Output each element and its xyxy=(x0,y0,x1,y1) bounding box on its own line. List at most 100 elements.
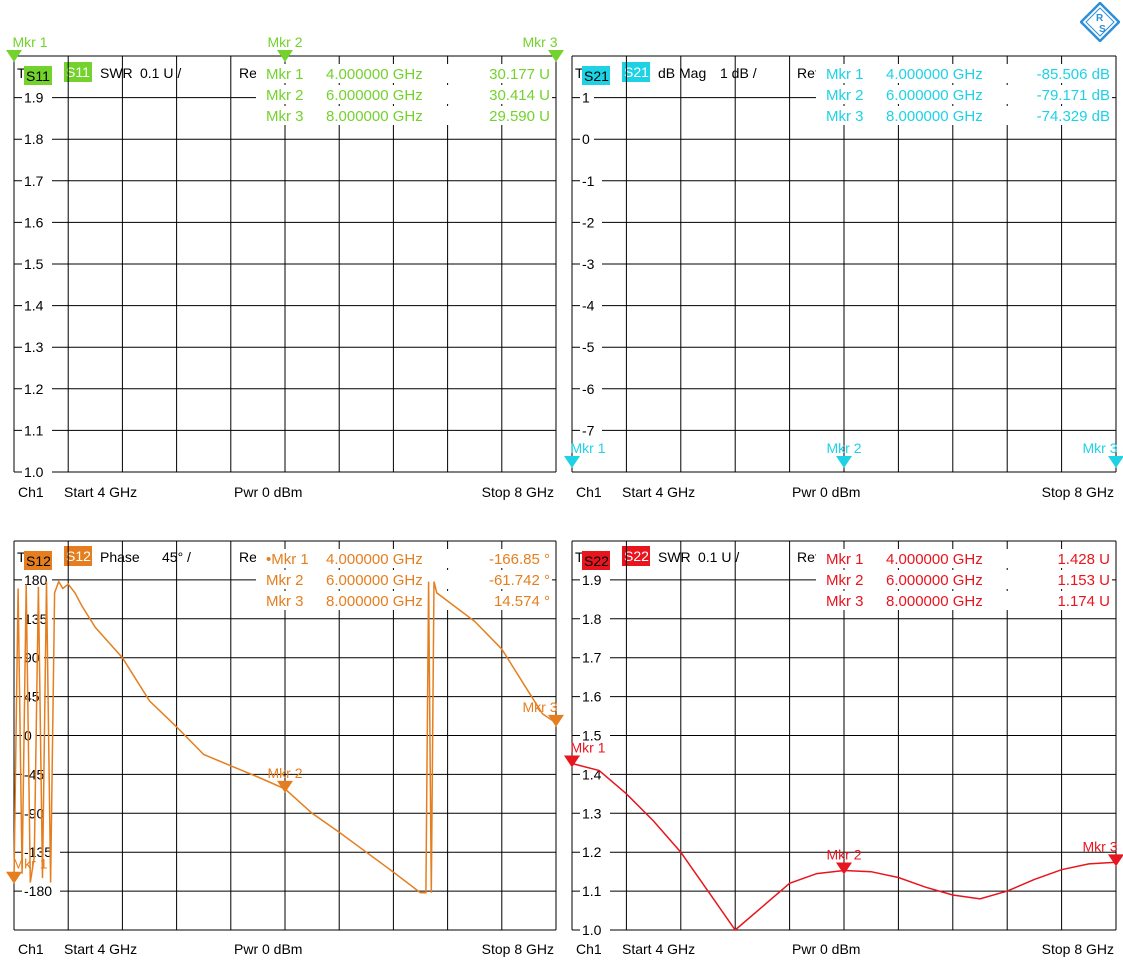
ytick-bg xyxy=(580,610,610,627)
marker-triangle-icon xyxy=(6,871,22,884)
marker-readout-bg xyxy=(256,85,552,104)
ytick-bg xyxy=(22,883,60,900)
marker-flag-label: Mkr 2 xyxy=(268,34,303,50)
marker-name: •Mkr 1 xyxy=(266,551,309,568)
param-label: S21 xyxy=(624,64,649,80)
ytick-label: -1 xyxy=(582,173,595,189)
ytick-label: 1.0 xyxy=(24,464,44,480)
ytick-label: 0 xyxy=(582,131,590,147)
footer-channel: Ch1 xyxy=(18,484,44,500)
ytick-label: 1.9 xyxy=(582,572,602,588)
param-label: S22 xyxy=(624,548,649,564)
marker-name: Mkr 1 xyxy=(826,66,864,83)
ytick-bg xyxy=(580,649,610,666)
footer-power: Pwr 0 dBm xyxy=(792,941,860,957)
marker-value: -85.506 dB xyxy=(1037,66,1110,83)
marker-name: Mkr 3 xyxy=(826,593,864,610)
param-box-label: S21 xyxy=(584,68,609,84)
marker-value: 29.590 U xyxy=(489,108,550,125)
marker-readout-bg xyxy=(256,106,552,125)
ytick-label: -135 xyxy=(24,844,52,860)
ytick-bg xyxy=(22,297,52,314)
ytick-bg xyxy=(22,89,52,106)
marker-triangle-icon xyxy=(1108,456,1123,468)
marker-name: Mkr 3 xyxy=(266,593,304,610)
ytick-bg xyxy=(22,339,52,356)
chart-panel-4: Trc4S22SWR0.1 U /Ref 1 UCal41.91.81.71.6… xyxy=(564,540,1123,957)
format-label: SWR xyxy=(100,65,133,81)
marker-frequency: 6.000000 GHz xyxy=(886,572,983,589)
marker-triangle-icon xyxy=(836,456,852,468)
marker-frequency: 4.000000 GHz xyxy=(886,551,983,568)
param-badge xyxy=(64,62,92,82)
marker-flag-label: Mkr 2 xyxy=(268,765,303,781)
param-box xyxy=(24,66,52,85)
marker-triangle-icon xyxy=(277,780,293,793)
ytick-label: -3 xyxy=(582,256,595,272)
ytick-label: 1.2 xyxy=(24,381,44,397)
ytick-label: 1.3 xyxy=(582,805,602,821)
svg-text:S: S xyxy=(1099,24,1106,35)
param-box xyxy=(24,551,52,570)
param-box xyxy=(582,66,610,85)
marker-name: Mkr 2 xyxy=(266,87,304,104)
ytick-bg xyxy=(580,688,610,705)
marker-triangle-icon xyxy=(548,50,564,62)
ytick-bg xyxy=(22,172,52,189)
trace-line xyxy=(13,579,557,894)
ytick-bg xyxy=(580,805,610,822)
marker-value: -74.329 dB xyxy=(1037,108,1110,125)
marker-name: Mkr 1 xyxy=(266,66,304,83)
ytick-label: 1.3 xyxy=(24,339,44,355)
scale-label: 1 dB / xyxy=(720,65,757,81)
marker-frequency: 6.000000 GHz xyxy=(326,572,423,589)
footer-start: Start 4 GHz xyxy=(622,484,695,500)
ytick-label: 1.5 xyxy=(24,256,44,272)
footer-start: Start 4 GHz xyxy=(622,941,695,957)
marker-frequency: 6.000000 GHz xyxy=(326,87,423,104)
marker-value: -79.171 dB xyxy=(1037,87,1110,104)
param-box-label: S11 xyxy=(26,68,50,84)
marker-value: 30.414 U xyxy=(489,87,550,104)
marker-triangle-icon xyxy=(564,456,580,468)
marker-value: -61.742 ° xyxy=(489,572,550,589)
param-badge xyxy=(622,62,650,82)
marker-name: Mkr 2 xyxy=(826,87,864,104)
ytick-label: 1.7 xyxy=(24,173,44,189)
footer-start: Start 4 GHz xyxy=(64,484,137,500)
scale-label: 0.1 U / xyxy=(698,549,739,565)
marker-flag-label: Mkr 3 xyxy=(523,699,558,715)
ytick-label: -180 xyxy=(24,883,52,899)
ytick-label: 1.6 xyxy=(24,214,44,230)
footer-power: Pwr 0 dBm xyxy=(792,484,860,500)
ytick-label: 1.8 xyxy=(582,611,602,627)
param-box-label: S12 xyxy=(26,553,51,569)
ytick-label: -6 xyxy=(582,381,595,397)
footer-power: Pwr 0 dBm xyxy=(234,941,302,957)
param-box xyxy=(582,551,610,570)
marker-name: Mkr 1 xyxy=(826,551,864,568)
marker-name: Mkr 2 xyxy=(826,572,864,589)
marker-frequency: 4.000000 GHz xyxy=(886,66,983,83)
chart-panel-1: Trc1S11SWR0.1 U /Ref 1 UCal11.91.81.71.6… xyxy=(6,34,564,500)
format-label: Phase xyxy=(100,549,140,565)
footer-power: Pwr 0 dBm xyxy=(234,484,302,500)
marker-frequency: 8.000000 GHz xyxy=(326,593,423,610)
ytick-bg xyxy=(22,422,52,439)
marker-name: Mkr 3 xyxy=(826,108,864,125)
marker-flag-label: Mkr 1 xyxy=(571,740,606,756)
ytick-label: 1.5 xyxy=(582,728,602,744)
ytick-label: -5 xyxy=(582,339,595,355)
ytick-label: 180 xyxy=(24,572,48,588)
param-label: S11 xyxy=(66,64,90,80)
marker-triangle-icon xyxy=(564,755,580,768)
ytick-bg xyxy=(580,256,602,272)
marker-triangle-icon xyxy=(6,50,22,62)
param-badge xyxy=(622,546,650,566)
marker-flag-label: Mkr 3 xyxy=(1083,440,1118,456)
footer-start: Start 4 GHz xyxy=(64,941,137,957)
marker-triangle-icon xyxy=(1108,854,1123,867)
marker-name: Mkr 3 xyxy=(266,108,304,125)
ytick-bg xyxy=(580,380,602,397)
scale-label: 0.1 U / xyxy=(140,65,181,81)
